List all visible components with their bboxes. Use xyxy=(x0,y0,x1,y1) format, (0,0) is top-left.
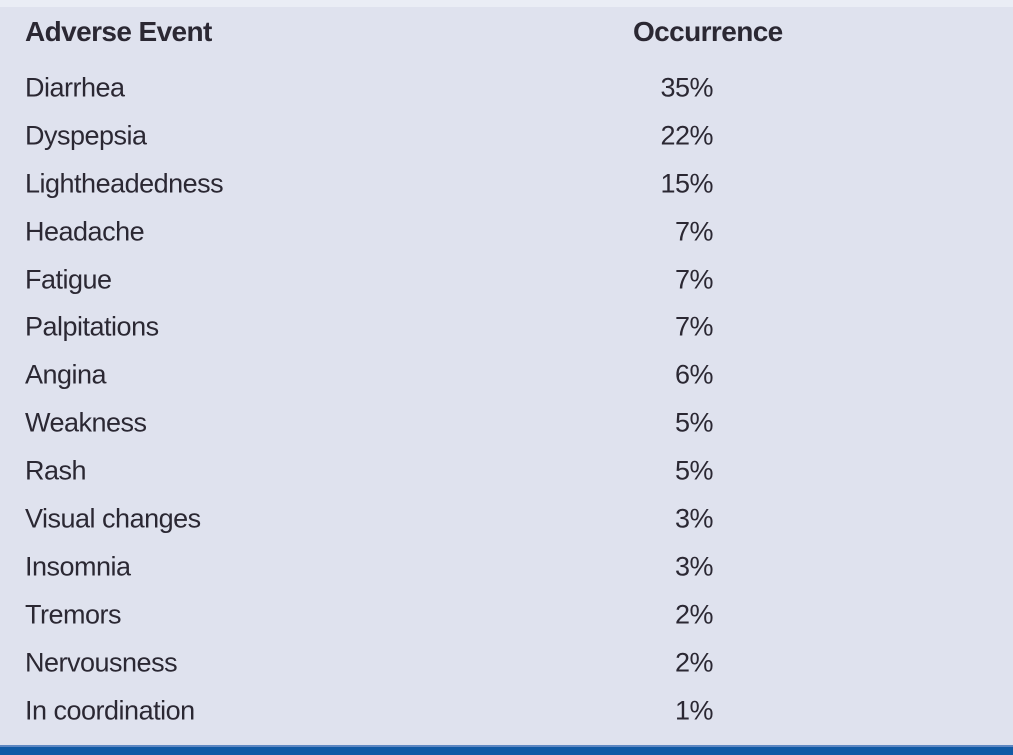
table-top-edge-highlight xyxy=(0,0,1013,7)
table-row: Nervousness 2% xyxy=(0,639,1013,687)
table-row: Fatigue 7% xyxy=(0,256,1013,304)
occurrence-cell: 35% xyxy=(660,72,713,103)
column-header-adverse-event: Adverse Event xyxy=(25,16,212,47)
occurrence-cell: 7% xyxy=(674,311,714,342)
occurrence-cell: 5% xyxy=(674,407,714,438)
table-row: Angina 6% xyxy=(0,351,1013,399)
table-row: Lightheadedness 15% xyxy=(0,160,1013,208)
occurrence-cell: 5% xyxy=(674,455,714,486)
occurrence-cell: 3% xyxy=(674,551,714,582)
adverse-event-cell: Dyspepsia xyxy=(25,120,147,151)
occurrence-cell: 6% xyxy=(674,359,714,390)
occurrence-cell: 15% xyxy=(660,168,713,199)
occurrence-cell: 2% xyxy=(674,599,714,630)
table-row: Insomnia 3% xyxy=(0,543,1013,591)
adverse-event-cell: Tremors xyxy=(25,599,122,630)
column-header-occurrence: Occurrence xyxy=(633,16,783,47)
adverse-event-cell: Palpitations xyxy=(25,311,159,342)
table-row: Rash 5% xyxy=(0,447,1013,495)
adverse-event-cell: In coordination xyxy=(25,695,195,726)
table-row: Dyspepsia 22% xyxy=(0,112,1013,160)
table-bottom-rule xyxy=(0,745,1013,755)
adverse-event-cell: Angina xyxy=(25,359,107,390)
occurrence-cell: 3% xyxy=(674,503,714,534)
table-header-row: Adverse Event Occurrence xyxy=(0,0,1013,64)
occurrence-cell: 7% xyxy=(674,264,714,294)
adverse-event-cell: Lightheadedness xyxy=(25,168,224,199)
table-row: In coordination 1% xyxy=(0,687,1013,735)
table-row: Visual changes 3% xyxy=(0,495,1013,543)
adverse-event-cell: Diarrhea xyxy=(25,72,125,103)
adverse-event-cell: Insomnia xyxy=(25,551,131,582)
adverse-event-cell: Nervousness xyxy=(25,647,178,678)
adverse-event-cell: Rash xyxy=(25,455,87,486)
table-body: Diarrhea 35% Dyspepsia 22% Lightheadedne… xyxy=(0,64,1013,734)
occurrence-cell: 22% xyxy=(660,120,713,151)
occurrence-cell: 2% xyxy=(674,647,714,678)
table-row: Palpitations 7% xyxy=(0,303,1013,351)
adverse-event-cell: Headache xyxy=(25,216,145,247)
table-row: Diarrhea 35% xyxy=(0,64,1013,112)
table-row: Headache 7% xyxy=(0,208,1013,256)
occurrence-cell: 1% xyxy=(674,695,714,726)
occurrence-cell: 7% xyxy=(674,216,714,247)
table-row: Weakness 5% xyxy=(0,399,1013,447)
adverse-event-cell: Visual changes xyxy=(25,503,201,534)
table-row: Tremors 2% xyxy=(0,591,1013,639)
adverse-event-cell: Weakness xyxy=(25,407,147,438)
adverse-event-cell: Fatigue xyxy=(25,264,112,294)
